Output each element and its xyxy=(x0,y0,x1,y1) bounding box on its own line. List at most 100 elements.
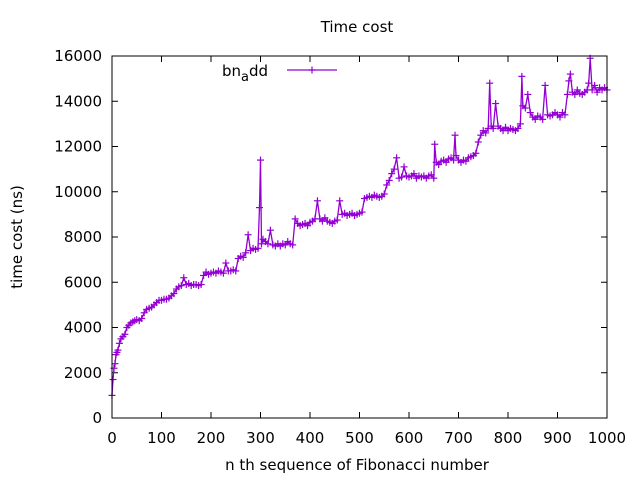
x-tick-label: 900 xyxy=(543,429,572,447)
data-point xyxy=(244,231,252,239)
data-point xyxy=(170,290,178,298)
data-point xyxy=(430,174,438,182)
data-point xyxy=(121,330,129,338)
legend-plus-marker xyxy=(308,66,316,74)
data-point xyxy=(541,81,549,89)
data-point xyxy=(336,197,344,205)
data-point xyxy=(242,249,250,257)
data-point xyxy=(333,216,341,224)
data-point xyxy=(388,170,396,178)
data-point xyxy=(232,267,240,275)
data-point xyxy=(138,314,146,322)
y-tick-label: 12000 xyxy=(54,138,102,156)
x-tick-label: 600 xyxy=(395,429,424,447)
data-point xyxy=(514,124,522,132)
data-point xyxy=(180,274,188,282)
data-point xyxy=(516,120,524,128)
x-tick-label: 800 xyxy=(494,429,523,447)
y-tick-label: 0 xyxy=(92,409,102,427)
data-point xyxy=(177,282,185,290)
plot-frame xyxy=(111,55,608,419)
data-point xyxy=(591,81,599,89)
data-point xyxy=(566,70,574,78)
y-tick-label: 14000 xyxy=(54,92,102,110)
data-point xyxy=(114,346,122,354)
y-tick-label: 10000 xyxy=(54,183,102,201)
data-point xyxy=(239,253,247,261)
legend-label-sub: a xyxy=(241,70,249,85)
data-point xyxy=(257,240,265,248)
data-point xyxy=(111,360,119,368)
data-point xyxy=(390,165,398,173)
data-point xyxy=(472,149,480,157)
data-point xyxy=(489,124,497,132)
data-point xyxy=(313,197,321,205)
data-point xyxy=(524,90,532,98)
data-point xyxy=(565,77,573,85)
chart-title: Time cost xyxy=(320,18,394,36)
data-point xyxy=(539,115,547,123)
data-point xyxy=(585,79,593,87)
axis-ticks: 0 2000 4000 6000 8000 10000 12000 14000 16000 0 10… xyxy=(54,47,626,447)
data-point xyxy=(385,176,393,184)
data-point xyxy=(197,281,205,289)
legend-label-base: bn xyxy=(222,62,241,80)
data-point xyxy=(266,226,274,234)
data-point xyxy=(452,152,460,160)
data-point xyxy=(477,131,485,139)
data-point xyxy=(474,138,482,146)
x-tick-label: 0 xyxy=(107,429,117,447)
data-point xyxy=(109,376,117,384)
x-tick-label: 700 xyxy=(444,429,473,447)
data-point xyxy=(451,131,459,139)
data-point xyxy=(289,241,297,249)
data-point xyxy=(222,259,230,267)
legend-label-rest: dd xyxy=(249,62,268,80)
data-point xyxy=(593,88,601,96)
data-point xyxy=(571,90,579,98)
series-line-bn-add xyxy=(111,58,608,396)
y-axis-label: time cost (ns) xyxy=(8,185,26,289)
data-point xyxy=(431,140,439,148)
series-markers xyxy=(108,54,611,399)
x-tick-label: 200 xyxy=(197,429,226,447)
data-point xyxy=(521,104,529,112)
x-tick-label: 500 xyxy=(345,429,374,447)
y-tick-label: 4000 xyxy=(64,319,102,337)
y-tick-label: 8000 xyxy=(64,228,102,246)
data-point xyxy=(291,215,299,223)
y-tick-label: 16000 xyxy=(54,47,102,65)
data-point xyxy=(410,170,418,178)
y-tick-label: 6000 xyxy=(64,273,102,291)
data-point xyxy=(115,339,123,347)
data-point xyxy=(400,163,408,171)
data-point xyxy=(257,156,264,164)
data-point xyxy=(486,79,494,87)
data-point xyxy=(264,240,272,248)
legend-marker xyxy=(308,66,316,74)
data-point xyxy=(398,173,406,181)
legend-label: bnadd xyxy=(222,62,268,85)
data-point xyxy=(254,244,262,252)
data-point xyxy=(383,181,391,189)
x-tick-label: 300 xyxy=(246,429,275,447)
x-tick-label: 400 xyxy=(296,429,325,447)
data-point xyxy=(380,190,388,198)
legend: bnadd xyxy=(222,62,337,85)
data-point xyxy=(526,109,534,117)
data-point xyxy=(561,111,569,119)
data-point xyxy=(393,154,401,162)
data-point xyxy=(358,208,366,216)
x-tick-label: 1000 xyxy=(588,429,626,447)
x-axis-label: n th sequence of Fibonacci number xyxy=(225,456,490,474)
data-point xyxy=(556,113,564,121)
y-tick-label: 2000 xyxy=(64,364,102,382)
data-point xyxy=(219,269,227,277)
x-tick-label: 100 xyxy=(147,429,176,447)
data-point xyxy=(492,100,500,108)
data-point xyxy=(256,204,264,212)
data-point xyxy=(563,90,571,98)
data-point xyxy=(588,86,596,94)
data-point xyxy=(482,129,490,137)
